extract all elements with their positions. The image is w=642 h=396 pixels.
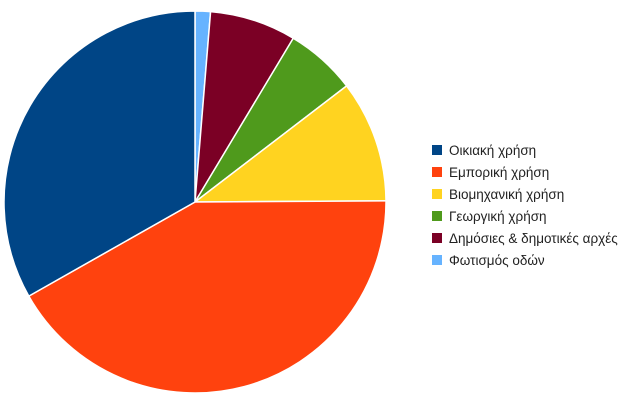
legend-swatch [432,145,442,155]
legend-label: Εμπορική χρήση [449,165,549,180]
legend-label: Βιομηχανική χρήση [449,187,564,202]
legend-swatch [432,255,442,265]
pie-slices [3,10,387,394]
legend-swatch [432,189,442,199]
legend-label: Φωτισμός οδών [449,253,545,268]
legend-label: Γεωργική χρήση [449,209,547,224]
legend-label: Οικιακή χρήση [449,143,536,158]
legend-label: Δημόσιες & δημοτικές αρχές [449,231,618,246]
pie-slice [28,200,387,394]
legend-swatch [432,233,442,243]
pie-slice [194,85,387,203]
pie-slice [3,10,196,297]
legend-swatch [432,167,442,177]
chart-legend: Οικιακή χρήση Εμπορική χρήση Βιομηχανική χ… [432,143,618,268]
legend-swatch [432,211,442,221]
